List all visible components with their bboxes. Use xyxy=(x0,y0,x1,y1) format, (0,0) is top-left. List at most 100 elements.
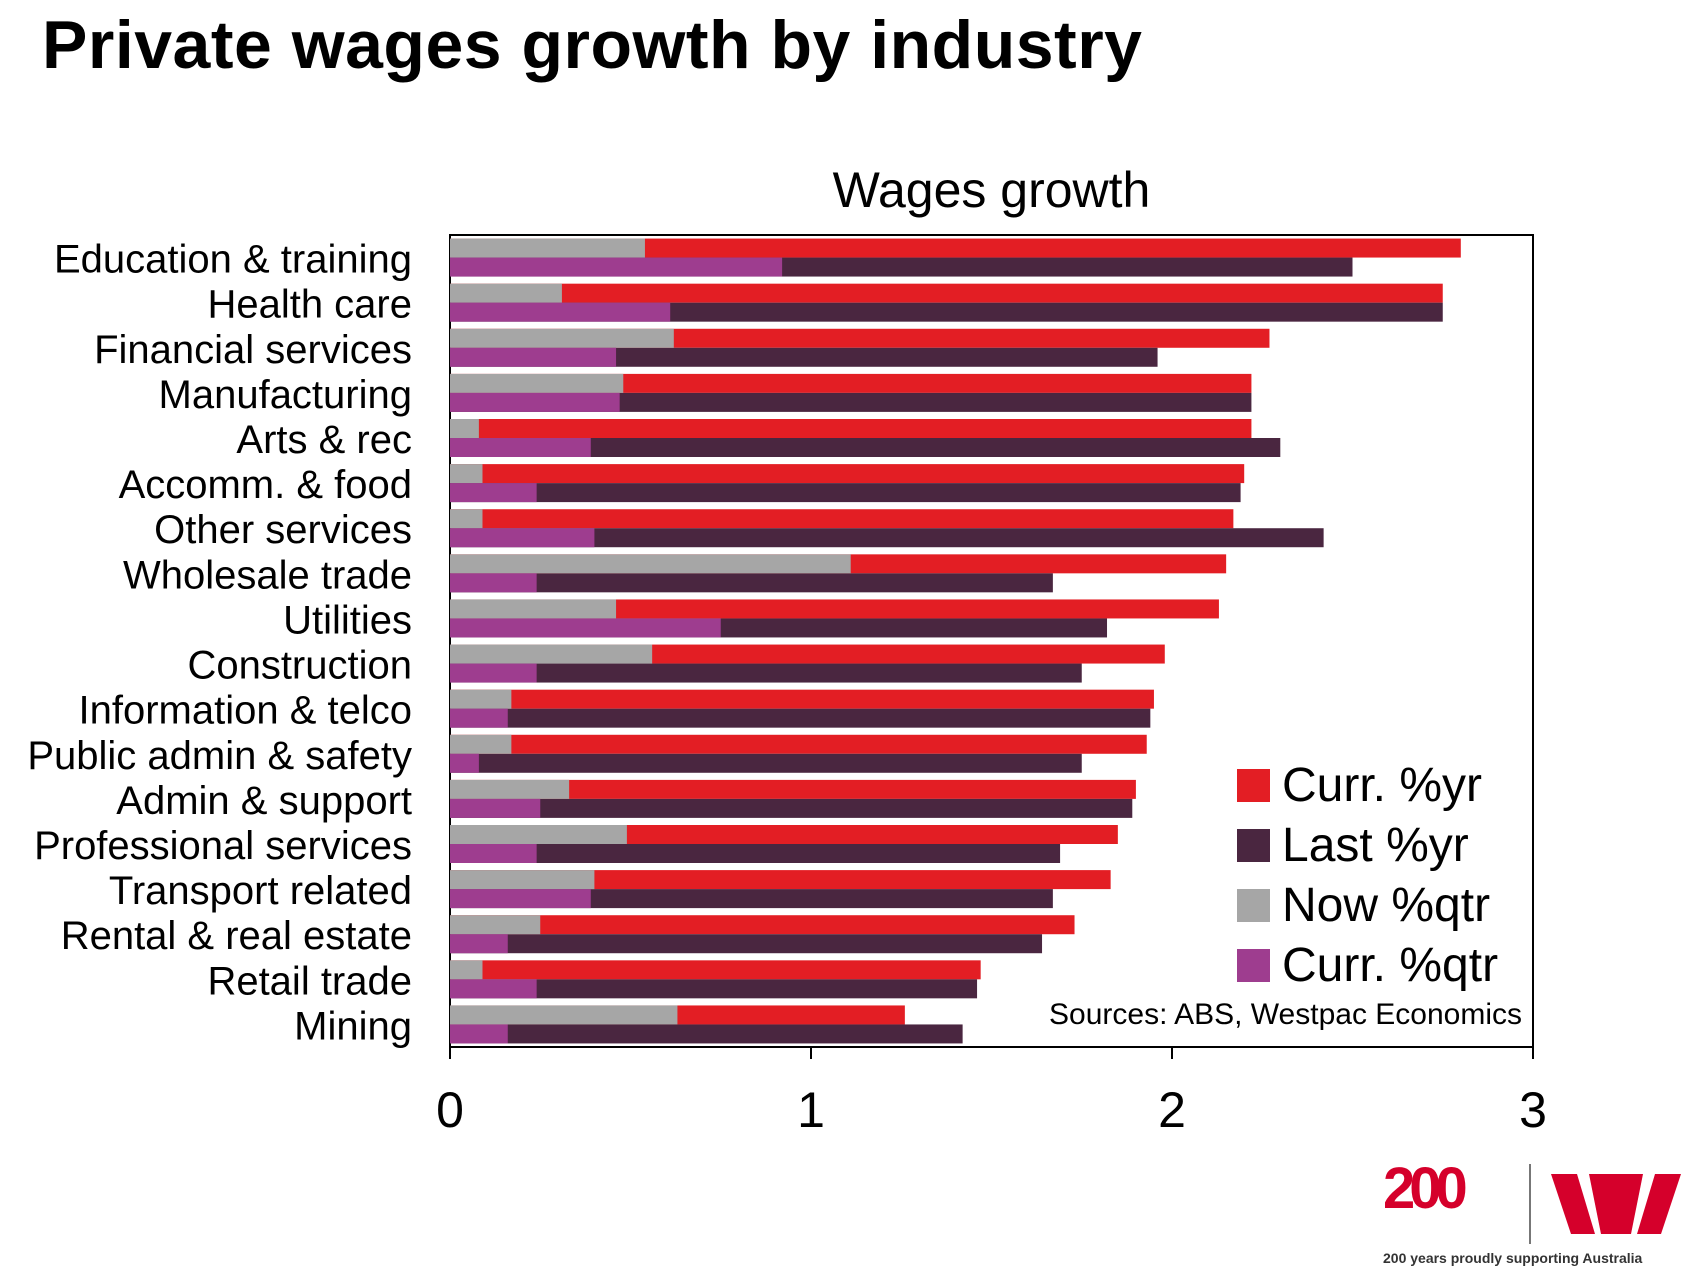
bar-curr-yr xyxy=(450,915,1075,935)
logo-200-mark: 200 xyxy=(1383,1156,1468,1221)
category-label: Utilities xyxy=(283,598,412,642)
bar-now-qtr xyxy=(450,509,483,529)
bar-curr-yr xyxy=(450,283,1443,303)
legend-swatch xyxy=(1237,769,1270,802)
category-label: Public admin & safety xyxy=(27,734,412,778)
bar-curr-qtr xyxy=(450,934,508,954)
bar-curr-yr xyxy=(450,373,1252,393)
bar-last-yr xyxy=(450,438,1281,457)
category-label: Arts & rec xyxy=(236,418,412,462)
bar-now-qtr xyxy=(450,373,624,393)
bar-curr-qtr xyxy=(450,979,537,999)
bar-curr-yr xyxy=(450,734,1147,754)
legend-label: Curr. %qtr xyxy=(1282,939,1498,992)
legend-label: Last %yr xyxy=(1282,819,1469,872)
category-label: Retail trade xyxy=(207,959,412,1003)
category-label: Construction xyxy=(187,644,412,688)
bar-now-qtr xyxy=(450,960,483,980)
category-label: Health care xyxy=(207,283,412,327)
category-label: Admin & support xyxy=(116,779,412,823)
bar-now-qtr xyxy=(450,599,617,619)
bar-last-yr xyxy=(450,483,1241,503)
bar-last-yr xyxy=(450,889,1053,909)
bar-curr-qtr xyxy=(450,302,671,322)
bar-curr-yr xyxy=(450,238,1461,258)
category-label: Information & telco xyxy=(79,689,413,733)
chart-source: Sources: ABS, Westpac Economics xyxy=(1049,998,1522,1031)
bar-curr-qtr xyxy=(450,347,617,367)
category-label: Mining xyxy=(294,1004,412,1048)
bar-curr-yr xyxy=(450,599,1219,619)
bar-last-yr xyxy=(450,302,1443,322)
bar-last-yr xyxy=(450,1024,963,1044)
category-label: Professional services xyxy=(34,824,412,868)
bar-now-qtr xyxy=(450,328,674,348)
legend-swatch xyxy=(1237,889,1270,922)
category-label: Transport related xyxy=(109,869,412,913)
bar-curr-yr xyxy=(450,689,1154,709)
x-tick-label: 1 xyxy=(797,1082,825,1138)
chart-title: Wages growth xyxy=(833,162,1151,218)
plot-frame xyxy=(449,234,1534,1048)
bar-now-qtr xyxy=(450,689,512,709)
category-label: Education & training xyxy=(54,238,412,282)
bar-last-yr xyxy=(450,798,1133,818)
x-tick-label: 0 xyxy=(436,1082,464,1138)
legend-swatch xyxy=(1237,949,1270,982)
category-label: Financial services xyxy=(94,328,412,372)
bar-now-qtr xyxy=(450,554,851,574)
bar-curr-qtr xyxy=(450,753,479,773)
logo-tagline: 200 years proudly supporting Australia xyxy=(1383,1250,1643,1266)
bar-now-qtr xyxy=(450,779,570,799)
bar-curr-qtr xyxy=(450,889,591,909)
bar-now-qtr xyxy=(450,644,653,664)
bar-last-yr xyxy=(450,753,1082,773)
bar-now-qtr xyxy=(450,238,645,258)
bar-curr-qtr xyxy=(450,438,591,457)
bar-curr-qtr xyxy=(450,573,537,593)
bar-now-qtr xyxy=(450,734,512,754)
bar-curr-qtr xyxy=(450,528,595,548)
bar-now-qtr xyxy=(450,283,562,303)
x-tick-label: 2 xyxy=(1158,1082,1186,1138)
westpac-logo: 200 200 years proudly supporting Austral… xyxy=(1383,1160,1703,1273)
category-label: Rental & real estate xyxy=(61,914,412,958)
logo-divider xyxy=(1529,1164,1531,1244)
legend-label: Now %qtr xyxy=(1282,879,1490,932)
bar-curr-yr xyxy=(450,960,981,980)
category-label: Manufacturing xyxy=(159,373,412,417)
bar-curr-yr xyxy=(450,779,1136,799)
bar-curr-qtr xyxy=(450,257,783,277)
bar-curr-yr xyxy=(450,509,1234,529)
legend-label: Curr. %yr xyxy=(1282,759,1482,812)
bar-curr-qtr xyxy=(450,618,721,638)
bar-curr-qtr xyxy=(450,844,537,863)
bar-last-yr xyxy=(450,663,1082,683)
bar-last-yr xyxy=(450,392,1252,412)
bar-last-yr xyxy=(450,979,978,999)
bar-now-qtr xyxy=(450,419,479,438)
legend-swatch xyxy=(1237,829,1270,862)
bar-now-qtr xyxy=(450,464,483,484)
bar-last-yr xyxy=(450,934,1043,954)
bar-now-qtr xyxy=(450,1005,678,1025)
bar-now-qtr xyxy=(450,870,595,890)
bar-curr-yr xyxy=(450,870,1111,890)
category-label: Accomm. & food xyxy=(119,463,412,507)
bar-curr-qtr xyxy=(450,663,537,683)
bar-now-qtr xyxy=(450,915,541,935)
bar-last-yr xyxy=(450,573,1053,593)
bar-last-yr xyxy=(450,528,1324,548)
bar-curr-yr xyxy=(450,464,1245,484)
bar-curr-qtr xyxy=(450,392,620,412)
page-title: Private wages growth by industry xyxy=(42,7,1143,83)
bar-now-qtr xyxy=(450,825,627,844)
westpac-w-icon xyxy=(1551,1174,1681,1234)
x-tick-label: 3 xyxy=(1519,1082,1547,1138)
bar-last-yr xyxy=(450,347,1158,367)
bar-curr-qtr xyxy=(450,1024,508,1044)
category-label: Other services xyxy=(154,508,412,552)
bar-curr-qtr xyxy=(450,708,508,728)
bar-curr-yr xyxy=(450,419,1252,438)
